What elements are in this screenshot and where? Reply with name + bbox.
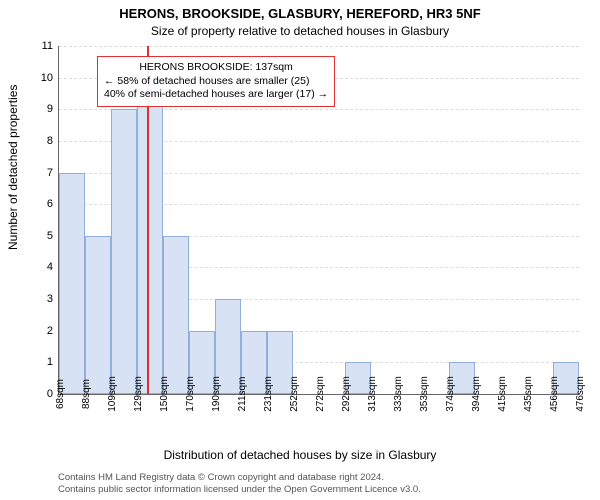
x-tick-label: 190sqm	[211, 376, 222, 412]
histogram-bar	[111, 109, 137, 394]
x-tick-label: 435sqm	[523, 376, 534, 412]
x-tick-label: 476sqm	[575, 376, 586, 412]
annotation-line: 40% of semi-detached houses are larger (…	[104, 88, 328, 102]
x-tick-label: 272sqm	[315, 376, 326, 412]
histogram-bar	[59, 173, 85, 394]
x-tick-label: 394sqm	[471, 376, 482, 412]
footer-line-2: Contains public sector information licen…	[58, 484, 421, 496]
y-axis-label: Number of detached properties	[6, 85, 20, 250]
gridline	[59, 46, 579, 47]
annotation-line: ← 58% of detached houses are smaller (25…	[104, 75, 328, 89]
x-tick-label: 456sqm	[549, 376, 560, 412]
x-axis-label: Distribution of detached houses by size …	[0, 448, 600, 462]
histogram-bar	[163, 236, 189, 394]
x-tick-label: 231sqm	[263, 376, 274, 412]
y-tick-label: 4	[47, 261, 53, 273]
chart-title-address: HERONS, BROOKSIDE, GLASBURY, HEREFORD, H…	[0, 6, 600, 21]
x-tick-label: 211sqm	[237, 377, 248, 412]
x-tick-label: 68sqm	[55, 379, 66, 409]
x-tick-label: 374sqm	[445, 376, 456, 412]
x-tick-label: 88sqm	[81, 379, 92, 409]
y-tick-label: 3	[47, 293, 53, 305]
x-tick-label: 129sqm	[133, 376, 144, 412]
y-tick-label: 11	[42, 40, 53, 52]
y-tick-label: 0	[47, 388, 53, 400]
y-tick-label: 1	[47, 356, 53, 368]
y-tick-label: 9	[47, 103, 53, 115]
plot-area: 0123456789101168sqm88sqm109sqm129sqm150s…	[58, 46, 579, 395]
x-tick-label: 313sqm	[367, 376, 378, 412]
footer-attribution: Contains HM Land Registry data © Crown c…	[58, 472, 421, 496]
x-tick-label: 150sqm	[159, 376, 170, 412]
chart-container: HERONS, BROOKSIDE, GLASBURY, HEREFORD, H…	[0, 0, 600, 500]
annotation-line: HERONS BROOKSIDE: 137sqm	[104, 61, 328, 75]
x-tick-label: 415sqm	[497, 376, 508, 412]
y-tick-label: 10	[41, 72, 53, 84]
x-tick-label: 292sqm	[341, 376, 352, 412]
x-tick-label: 252sqm	[289, 376, 300, 412]
histogram-bar	[85, 236, 111, 394]
y-tick-label: 7	[47, 167, 53, 179]
chart-subtitle: Size of property relative to detached ho…	[0, 24, 600, 38]
x-tick-label: 170sqm	[185, 376, 196, 412]
histogram-bar	[137, 78, 163, 394]
footer-line-1: Contains HM Land Registry data © Crown c…	[58, 472, 421, 484]
y-tick-label: 2	[47, 325, 53, 337]
y-tick-label: 5	[47, 230, 53, 242]
y-tick-label: 6	[47, 198, 53, 210]
x-tick-label: 333sqm	[393, 376, 404, 412]
x-tick-label: 109sqm	[107, 376, 118, 412]
y-tick-label: 8	[47, 135, 53, 147]
annotation-box: HERONS BROOKSIDE: 137sqm← 58% of detache…	[97, 56, 335, 107]
x-tick-label: 353sqm	[419, 376, 430, 412]
